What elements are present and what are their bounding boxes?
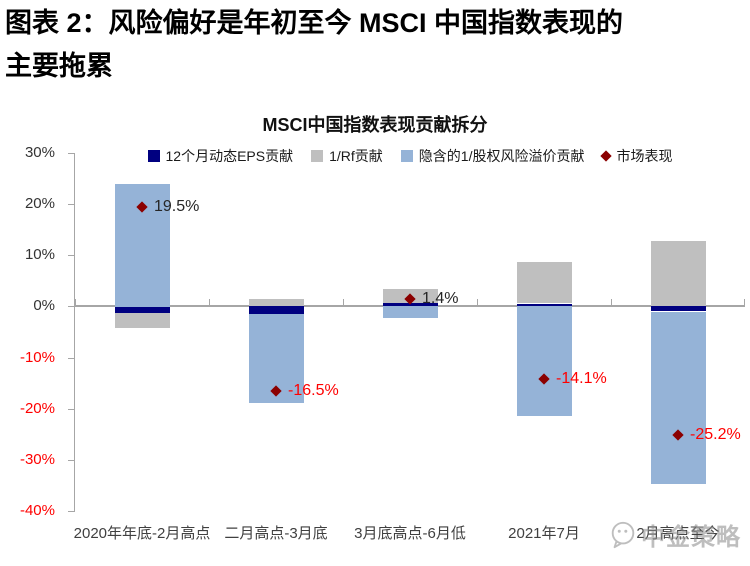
x-axis-tick [75, 299, 76, 306]
y-axis-tick [68, 204, 75, 205]
market-data-label: -25.2% [690, 426, 741, 443]
legend-label: 1/Rf贡献 [329, 148, 383, 164]
y-axis-tick-label: 0% [33, 297, 55, 314]
market-data-label: 19.5% [154, 198, 200, 215]
y-axis-tick [68, 255, 75, 256]
bar-segment [651, 241, 706, 306]
x-axis-tick [209, 299, 210, 306]
bar-segment [517, 306, 572, 416]
market-data-label: -16.5% [288, 382, 339, 399]
bar-segment [651, 306, 706, 311]
x-category-label: 二月高点-3月底 [224, 525, 328, 542]
y-axis-line [74, 153, 75, 511]
legend-item: 1/Rf贡献 [311, 146, 383, 166]
y-axis-tick-label: 20% [24, 195, 55, 212]
watermark: 中金策略 [608, 517, 741, 552]
market-data-label: -14.1% [556, 370, 607, 387]
watermark-text: 中金策略 [641, 524, 741, 551]
y-axis-tick [68, 511, 75, 512]
legend-item: 隐含的1/股权风险溢价贡献 [400, 146, 585, 166]
legend-swatch-icon [400, 150, 413, 162]
speech-bubble-logo-icon [611, 521, 635, 548]
legend-label: 12个月动态EPS贡献 [165, 148, 294, 164]
bar-segment [249, 299, 304, 306]
bar-segment [249, 306, 304, 314]
y-axis-tick [68, 358, 75, 359]
y-axis-tick-label: 10% [24, 246, 55, 263]
y-axis-tick [68, 306, 75, 307]
legend-swatch-icon [311, 150, 324, 162]
x-axis-tick [744, 299, 745, 306]
chart-legend: 12个月动态EPS贡献 1/Rf贡献 隐含的1/股权风险溢价贡献 市场表现 [75, 146, 745, 166]
bar-segment [115, 313, 170, 328]
x-category-label: 2021年7月 [508, 525, 580, 542]
bar-segment [517, 262, 572, 303]
x-axis-tick [477, 299, 478, 306]
figure-caption: 图表 2：风险偏好是年初至今 MSCI 中国指数表现的 主要拖累 [5, 2, 747, 88]
market-data-label: 1.4% [422, 290, 459, 307]
x-category-label: 3月底高点-6月低 [354, 525, 466, 542]
bar-segment [115, 306, 170, 313]
bar-segment [517, 304, 572, 307]
y-axis-tick [68, 409, 75, 410]
x-axis-tick [611, 299, 612, 306]
x-category-label: 2月高点至今 [636, 525, 720, 542]
y-axis-tick-label: -30% [19, 451, 55, 468]
y-axis-tick-label: -10% [19, 349, 55, 366]
legend-item: 12个月动态EPS贡献 [147, 146, 294, 166]
figure-caption-line2: 主要拖累 [5, 51, 113, 81]
y-axis-tick-label: -40% [19, 502, 55, 519]
legend-item: 市场表现 [600, 146, 673, 166]
bar-segment [383, 306, 438, 318]
figure-caption-line1: 图表 2：风险偏好是年初至今 MSCI 中国指数表现的 [5, 8, 624, 38]
y-axis-tick [68, 460, 75, 461]
bar-segment [651, 312, 706, 484]
y-axis-tick [68, 153, 75, 154]
legend-label: 市场表现 [616, 148, 673, 164]
chart-title: MSCI中国指数表现贡献拆分 [262, 115, 488, 135]
legend-swatch-icon [147, 150, 160, 162]
legend-label: 隐含的1/股权风险溢价贡献 [418, 148, 585, 164]
x-axis-tick [343, 299, 344, 306]
y-axis-tick-label: 30% [24, 144, 55, 161]
y-axis-tick-label: -20% [19, 400, 55, 417]
x-category-label: 2020年年底-2月高点 [73, 525, 211, 542]
